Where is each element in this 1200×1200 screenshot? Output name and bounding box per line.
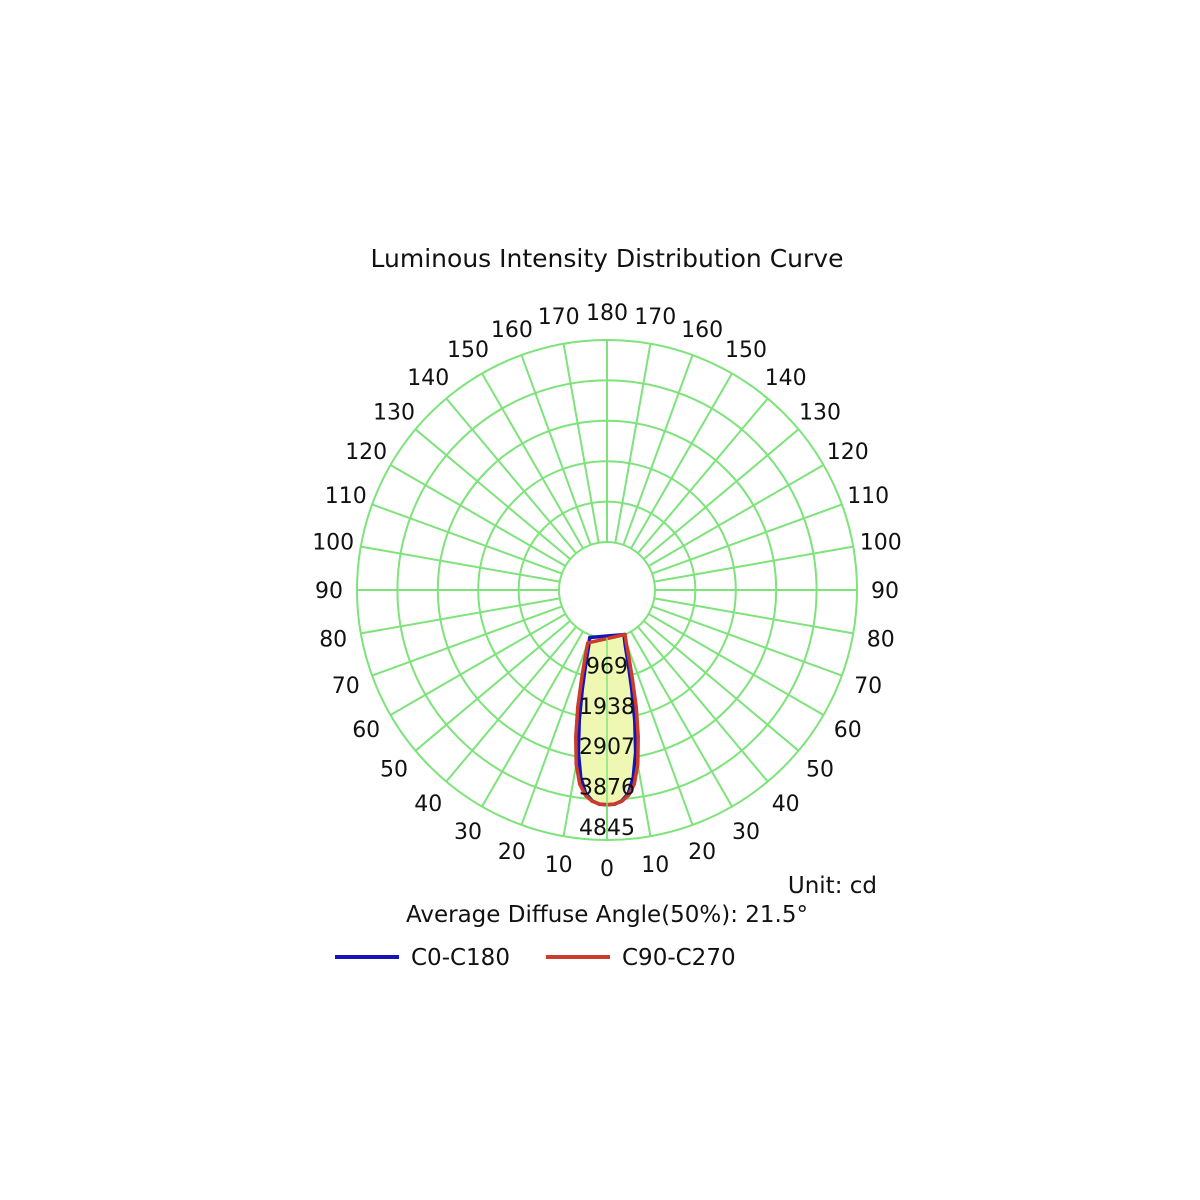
grid-spoke bbox=[371, 605, 563, 677]
grid-spoke bbox=[481, 372, 584, 549]
grid-spoke bbox=[389, 464, 566, 567]
angle-label: 110 bbox=[325, 484, 367, 509]
angle-label: 80 bbox=[867, 627, 895, 652]
grid-spoke bbox=[643, 428, 800, 560]
angle-label: 140 bbox=[407, 366, 449, 391]
angle-labels: 0102030405060708090100110120130140150160… bbox=[312, 301, 902, 882]
grid-spoke bbox=[360, 545, 560, 583]
radial-tick-label: 1938 bbox=[579, 695, 635, 720]
grid-circle bbox=[558, 541, 656, 639]
beam-angle-label: Average Diffuse Angle(50%): 21.5° bbox=[406, 902, 808, 928]
grid-spoke bbox=[520, 634, 592, 826]
angle-label: 60 bbox=[352, 718, 380, 743]
angle-label: 50 bbox=[380, 758, 408, 783]
unit-label: Unit: cd bbox=[788, 873, 877, 899]
angle-label: 50 bbox=[806, 758, 834, 783]
legend-label: C90-C270 bbox=[622, 945, 736, 971]
grid-spoke bbox=[445, 397, 577, 554]
grid-spoke bbox=[648, 464, 825, 567]
angle-label: 170 bbox=[634, 305, 676, 330]
angle-label: 40 bbox=[772, 792, 800, 817]
grid-spoke bbox=[389, 613, 566, 716]
angle-label: 20 bbox=[498, 840, 526, 865]
grid-spoke bbox=[414, 620, 571, 752]
grid-spoke bbox=[651, 605, 843, 677]
series-curves bbox=[574, 632, 640, 840]
radial-tick-label: 969 bbox=[586, 654, 628, 679]
radial-tick-label: 3876 bbox=[579, 776, 635, 801]
grid-spoke bbox=[562, 343, 600, 543]
grid-spoke bbox=[622, 634, 694, 826]
angle-label: 150 bbox=[447, 338, 489, 363]
grid-spoke bbox=[371, 503, 563, 575]
grid-spoke bbox=[360, 597, 560, 635]
angle-label: 130 bbox=[373, 400, 415, 425]
grid-spoke bbox=[414, 428, 571, 560]
angle-label: 130 bbox=[799, 400, 841, 425]
angle-label: 90 bbox=[315, 579, 343, 604]
angle-label: 30 bbox=[732, 820, 760, 845]
grid-spoke bbox=[630, 631, 733, 808]
angle-label: 140 bbox=[765, 366, 807, 391]
grid-spoke bbox=[654, 597, 854, 635]
radial-tick-label: 4845 bbox=[579, 816, 635, 841]
grid-spoke bbox=[648, 613, 825, 716]
series-line-c90-c270 bbox=[574, 632, 640, 807]
legend-label: C0-C180 bbox=[411, 945, 510, 971]
angle-label: 90 bbox=[871, 579, 899, 604]
angle-label: 110 bbox=[847, 484, 889, 509]
angle-label: 70 bbox=[332, 674, 360, 699]
legend: C0-C180 C90-C270 bbox=[335, 945, 736, 971]
radial-tick-labels: 969 1938 2907 3876 4845 bbox=[579, 654, 635, 841]
grid-spoke bbox=[637, 397, 769, 554]
angle-label: 100 bbox=[860, 531, 902, 556]
angle-label: 100 bbox=[312, 531, 354, 556]
grid-spoke bbox=[445, 626, 577, 783]
angle-label: 120 bbox=[827, 440, 869, 465]
grid-spoke bbox=[520, 354, 592, 546]
angle-label: 120 bbox=[345, 440, 387, 465]
angle-label: 160 bbox=[681, 318, 723, 343]
grid-spoke bbox=[651, 503, 843, 575]
grid-spoke bbox=[630, 372, 733, 549]
grid-spoke bbox=[622, 354, 694, 546]
angle-label: 20 bbox=[688, 840, 716, 865]
grid-spoke bbox=[654, 545, 854, 583]
grid-spoke bbox=[643, 620, 800, 752]
angle-label: 0 bbox=[600, 857, 614, 882]
grid-spoke bbox=[481, 631, 584, 808]
angle-label: 60 bbox=[834, 718, 862, 743]
angle-label: 10 bbox=[545, 853, 573, 878]
angle-label: 180 bbox=[586, 301, 628, 326]
grid-spoke bbox=[614, 343, 652, 543]
angle-label: 160 bbox=[491, 318, 533, 343]
angle-label: 10 bbox=[641, 853, 669, 878]
angle-label: 70 bbox=[854, 674, 882, 699]
angle-label: 150 bbox=[725, 338, 767, 363]
grid-spoke bbox=[637, 626, 769, 783]
angle-label: 80 bbox=[319, 627, 347, 652]
radial-tick-label: 2907 bbox=[579, 735, 635, 760]
angle-label: 40 bbox=[414, 792, 442, 817]
angle-label: 30 bbox=[454, 820, 482, 845]
chart-title: Luminous Intensity Distribution Curve bbox=[371, 244, 844, 273]
angle-label: 170 bbox=[538, 305, 580, 330]
